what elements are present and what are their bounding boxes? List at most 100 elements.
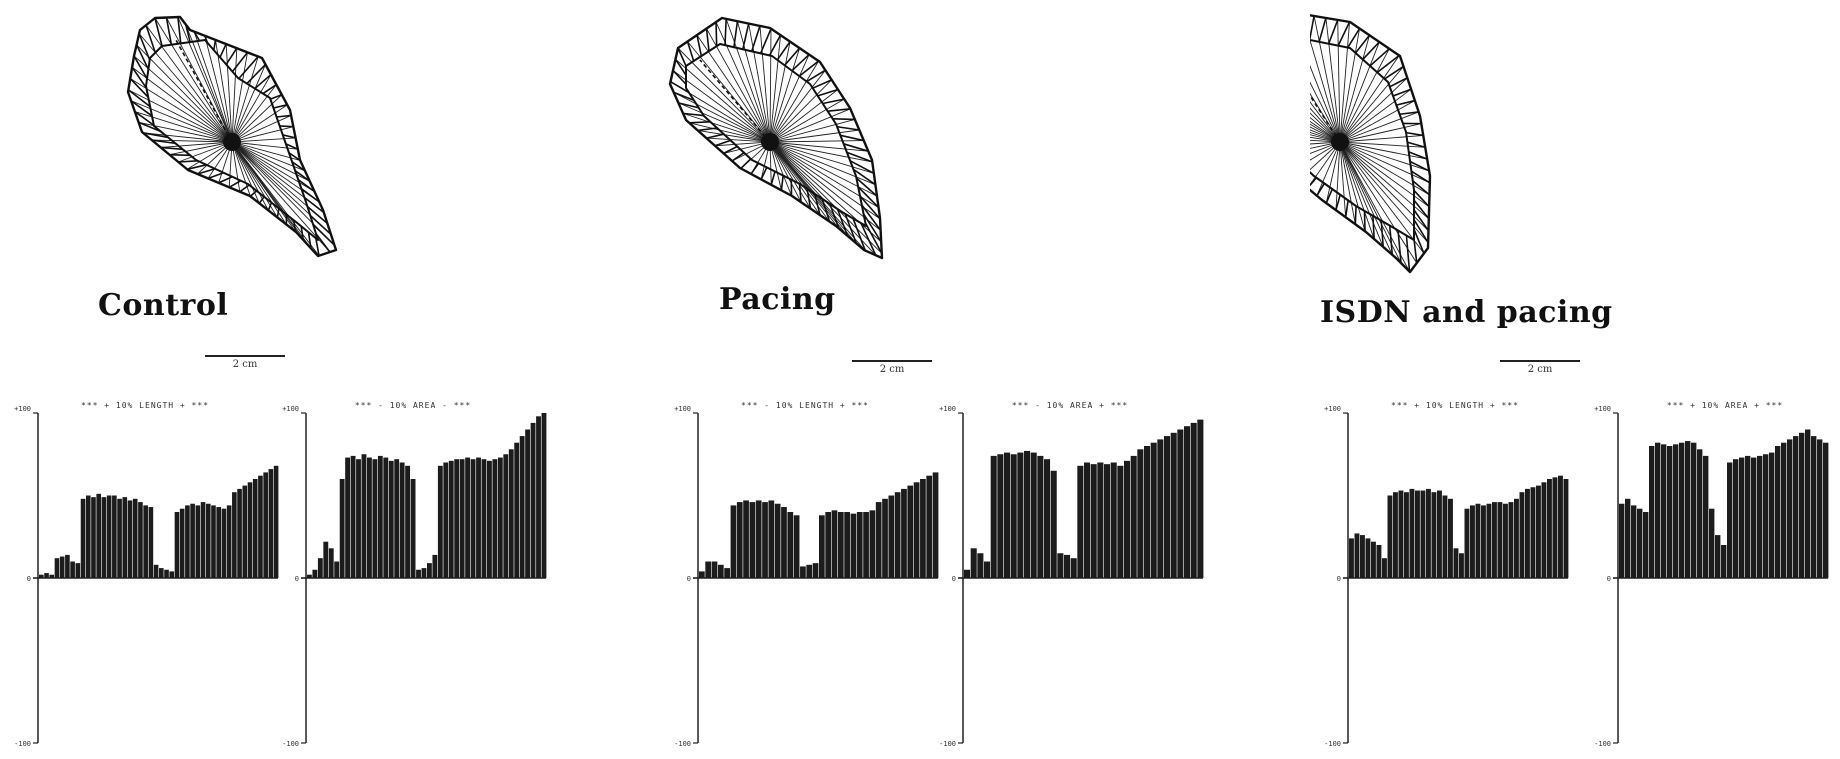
histogram-title: *** - 10% LENGTH + ***: [690, 401, 920, 410]
histogram-bar: [1547, 479, 1552, 578]
histogram-bar: [1751, 458, 1756, 578]
histogram-bar: [1044, 459, 1050, 578]
wall-chord: [698, 128, 717, 130]
histogram-bar: [164, 570, 169, 578]
y-tick-label: +100: [1594, 405, 1611, 413]
histogram-bar: [851, 514, 857, 578]
histogram-bar: [800, 566, 806, 578]
histogram-bar: [964, 570, 970, 578]
radial-chord: [770, 29, 771, 142]
histogram-bar: [356, 459, 361, 578]
histogram-bar: [503, 454, 508, 578]
histogram-bar: [1459, 553, 1464, 578]
y-tick-label: -100: [674, 740, 691, 748]
histogram-bar: [1531, 487, 1536, 578]
histogram-bar: [323, 542, 328, 578]
histogram-title: *** - 10% AREA + ***: [955, 401, 1185, 410]
histogram-bar: [1024, 451, 1030, 578]
lv-contour-pacing: [660, 0, 1260, 300]
wall-chord: [169, 155, 190, 156]
radial-chord: [1340, 66, 1403, 142]
histogram-bar: [1051, 471, 1057, 578]
histogram-bar: [1536, 486, 1541, 578]
histogram-bar: [750, 502, 756, 578]
histogram-bar: [1448, 499, 1453, 578]
histogram-bar: [997, 454, 1003, 578]
radial-chord: [232, 142, 330, 252]
histogram-bar: [1520, 492, 1525, 578]
histogram-bar: [465, 458, 470, 578]
end-systolic-outline: [1310, 38, 1414, 240]
y-tick-label: 0: [687, 575, 691, 583]
histogram-bar: [542, 413, 547, 578]
histogram-bar: [531, 423, 536, 578]
histogram-bar: [1349, 538, 1354, 578]
wall-chord: [761, 29, 771, 54]
histogram-bar: [1131, 456, 1137, 578]
histogram-bar: [1739, 458, 1744, 578]
histogram-bar: [1157, 439, 1163, 578]
histogram-bar: [1503, 504, 1508, 578]
histogram-bar: [1454, 548, 1459, 578]
radial-chord: [716, 22, 770, 142]
wall-chord: [716, 22, 717, 46]
wall-chord: [132, 67, 146, 88]
centroid-dot: [1331, 133, 1349, 151]
histogram-bar: [509, 449, 514, 578]
radial-chord: [1310, 52, 1340, 142]
wall-chord: [743, 24, 749, 50]
y-tick-label: -100: [939, 740, 956, 748]
radial-chord: [232, 85, 276, 142]
histogram-bar: [1745, 456, 1750, 578]
histogram-bar: [1410, 489, 1415, 578]
histogram-bar: [411, 479, 416, 578]
panel-isdn-and-pacing: ISDN and pacing 2 cm *** + 10% LENGTH + …: [1310, 0, 1840, 756]
scale-bar-line: [205, 355, 285, 357]
wall-chord: [725, 19, 726, 45]
histogram-bar: [427, 563, 432, 578]
histogram-bar: [416, 570, 421, 578]
wall-chord: [1310, 16, 1314, 40]
histogram-bar: [138, 502, 143, 578]
wall-chord: [1355, 206, 1356, 224]
histogram-bar: [1037, 456, 1043, 578]
histogram-bar: [1091, 464, 1097, 578]
end-systolic-outline: [686, 44, 866, 226]
wall-chord: [139, 34, 150, 60]
histogram-bar: [460, 459, 465, 578]
wall-chord: [741, 159, 751, 169]
histogram-bar: [449, 461, 454, 578]
histogram-bar: [222, 509, 227, 578]
wall-chord: [771, 171, 775, 184]
y-tick-label: -100: [1324, 740, 1341, 748]
scale-bar-label: 2 cm: [1500, 364, 1580, 375]
wall-chord: [263, 85, 276, 94]
histogram-bar: [737, 502, 743, 578]
histogram-bar: [128, 500, 133, 578]
scale-bar: 2 cm: [852, 360, 932, 384]
histogram-title: *** + 10% LENGTH + ***: [1340, 401, 1570, 410]
wall-chord: [134, 56, 147, 79]
histogram-bar: [175, 512, 180, 578]
histogram-bar: [1360, 535, 1365, 578]
contour-group: [128, 17, 336, 256]
radial-chord: [770, 141, 864, 142]
wall-chord: [255, 75, 271, 89]
histogram-bar: [794, 515, 800, 578]
histogram-bar: [133, 499, 138, 578]
histogram-bar: [1727, 463, 1732, 579]
radial-chord: [1340, 142, 1392, 255]
wall-chord: [1414, 210, 1428, 231]
wall-chord: [781, 176, 783, 191]
histogram-bar: [201, 502, 206, 578]
wall-chord: [220, 44, 226, 57]
histogram-bar: [984, 562, 990, 579]
histogram-bar: [1691, 443, 1696, 578]
histogram-bar: [169, 571, 174, 578]
histogram-bar: [1649, 446, 1654, 578]
wall-chord: [724, 147, 738, 154]
histogram-bar: [60, 557, 65, 578]
wall-chord: [226, 48, 237, 64]
